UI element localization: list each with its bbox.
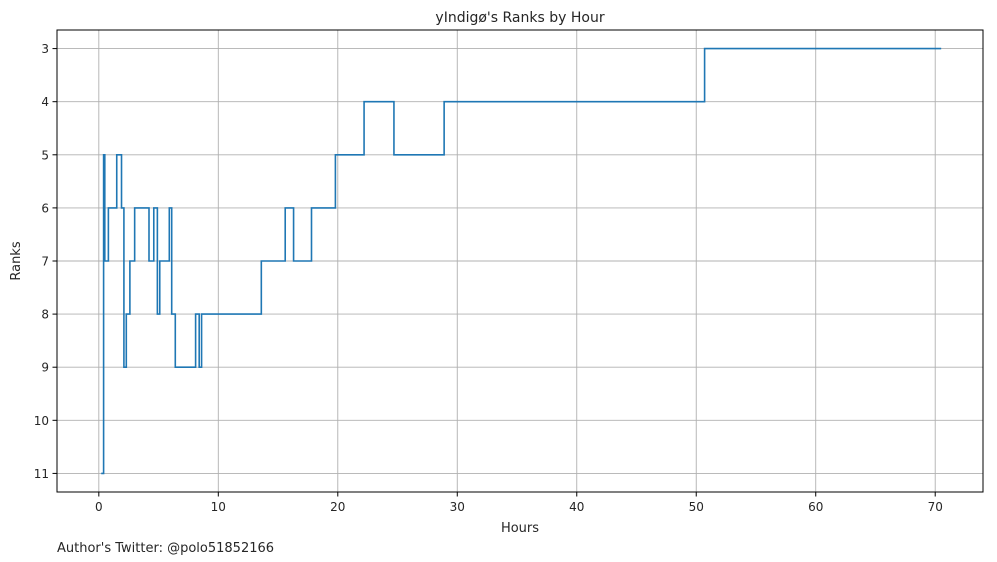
grid xyxy=(57,30,983,492)
author-twitter-note: Author's Twitter: @polo51852166 xyxy=(57,541,274,556)
x-axis: 0 10 20 30 40 50 60 70 xyxy=(95,492,943,514)
y-tick-label: 6 xyxy=(41,201,49,215)
chart-title: yIndigø's Ranks by Hour xyxy=(435,10,604,26)
x-tick-label: 10 xyxy=(211,500,226,514)
series-layer xyxy=(101,47,942,475)
y-tick-label: 9 xyxy=(41,361,49,375)
y-tick-label: 10 xyxy=(34,414,49,428)
y-axis: 3 4 5 6 7 8 9 10 11 xyxy=(34,42,57,481)
x-tick-label: 0 xyxy=(95,500,103,514)
x-tick-label: 70 xyxy=(928,500,943,514)
x-tick-label: 50 xyxy=(689,500,704,514)
y-tick-label: 4 xyxy=(41,95,49,109)
x-tick-label: 20 xyxy=(330,500,345,514)
x-axis-label: Hours xyxy=(501,521,539,536)
y-axis-label: Ranks xyxy=(9,241,24,280)
y-tick-label: 8 xyxy=(41,308,49,322)
y-tick-label: 3 xyxy=(41,42,49,56)
y-tick-label: 5 xyxy=(41,148,49,162)
x-tick-label: 30 xyxy=(450,500,465,514)
series-line xyxy=(101,47,942,475)
x-tick-label: 60 xyxy=(808,500,823,514)
y-tick-label: 7 xyxy=(41,255,49,269)
x-tick-label: 40 xyxy=(569,500,584,514)
y-tick-label: 11 xyxy=(34,467,49,481)
